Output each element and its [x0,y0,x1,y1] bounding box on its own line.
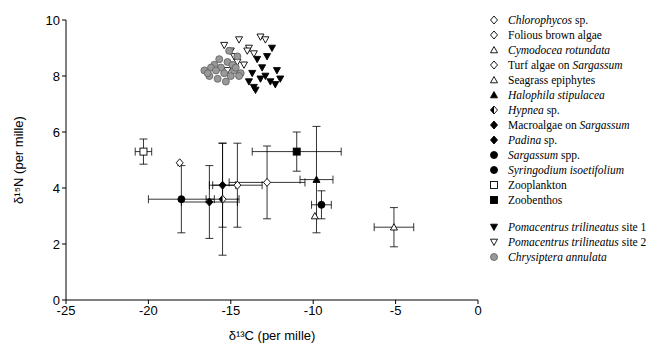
svg-text:2: 2 [53,237,60,252]
html-text:Chlorophycos sp.: Chlorophycos sp. [508,13,589,26]
svg-text:0: 0 [474,303,481,318]
svg-text:10: 10 [46,13,60,28]
svg-text:-10: -10 [304,303,323,318]
html-text:Zoobenthos: Zoobenthos [508,193,563,206]
svg-text:δ¹⁵N (per mille): δ¹⁵N (per mille) [11,116,26,204]
html-text:Halophila stipulacea: Halophila stipulacea [508,88,605,101]
html-text:Pomacentrus trilineatus site 2: Pomacentrus trilineatus site 2 [508,235,647,248]
html-text:Macroalgae on Sargassum: Macroalgae on Sargassum [508,118,630,131]
svg-text:-20: -20 [139,303,158,318]
html-text:Syringodium isoetifolium: Syringodium isoetifolium [508,163,624,176]
svg-text:δ¹³C (per mille): δ¹³C (per mille) [229,328,316,343]
html-text:Pomacentrus trilineatus site 1: Pomacentrus trilineatus site 1 [508,220,647,233]
html-text:Cymodocea rotundata: Cymodocea rotundata [508,43,611,56]
svg-text:-15: -15 [221,303,240,318]
svg-text:-5: -5 [390,303,402,318]
html-text:Seagrass epiphytes: Seagrass epiphytes [508,73,596,86]
svg-text:8: 8 [53,69,60,84]
html-text:Padina sp.: Padina sp. [508,133,558,146]
svg-text:-25: -25 [56,303,76,319]
html-text:Sargassum spp.: Sargassum spp. [508,148,580,161]
html-text:Folious brown algae: Folious brown algae [508,28,602,41]
html-text:Hypnea sp.: Hypnea sp. [508,103,560,116]
svg-text:4: 4 [53,181,60,196]
html-text:Zooplankton: Zooplankton [508,178,567,191]
html-text:Chrysiptera annulata: Chrysiptera annulata [508,250,607,263]
svg-text:0: 0 [53,293,60,308]
svg-text:6: 6 [53,125,60,140]
html-text:Turf algae on Sargassum: Turf algae on Sargassum [508,58,623,71]
